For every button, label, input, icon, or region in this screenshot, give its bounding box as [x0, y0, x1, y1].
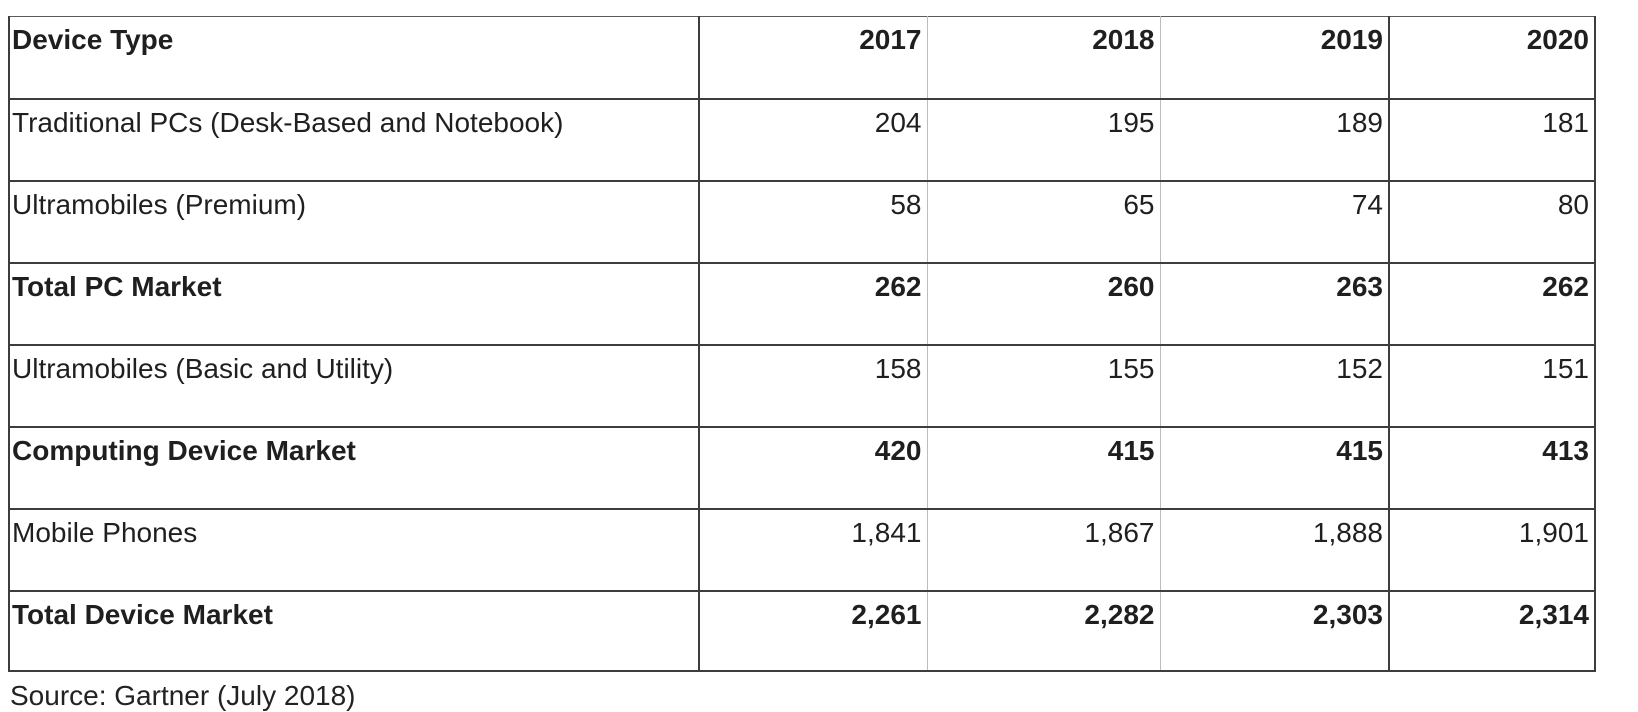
- table-row-ultramobiles-basic: Ultramobiles (Basic and Utility) 158 155…: [9, 344, 1595, 428]
- value-cell: 58: [699, 180, 928, 264]
- value-cell: 181: [1389, 98, 1595, 182]
- value-cell: 2,314: [1389, 590, 1595, 672]
- value-cell: 74: [1160, 180, 1390, 264]
- row-label: Total PC Market: [9, 262, 700, 346]
- value-cell: 420: [699, 426, 928, 510]
- table-row-traditional-pcs: Traditional PCs (Desk-Based and Notebook…: [9, 98, 1595, 182]
- table-row-total-pc-market: Total PC Market 262 260 263 262: [9, 262, 1595, 346]
- value-cell: 415: [927, 426, 1161, 510]
- value-cell: 1,867: [927, 508, 1161, 592]
- value-cell: 151: [1389, 344, 1595, 428]
- device-forecast-table: Device Type 2017 2018 2019 2020 Traditio…: [8, 16, 1596, 672]
- table-row-total-device-market: Total Device Market 2,261 2,282 2,303 2,…: [9, 590, 1595, 672]
- value-cell: 80: [1389, 180, 1595, 264]
- value-cell: 1,901: [1389, 508, 1595, 592]
- value-cell: 2,303: [1160, 590, 1390, 672]
- value-cell: 262: [1389, 262, 1595, 346]
- table-row-mobile-phones: Mobile Phones 1,841 1,867 1,888 1,901: [9, 508, 1595, 592]
- column-header-2017: 2017: [699, 16, 928, 100]
- table-row-ultramobiles-premium: Ultramobiles (Premium) 58 65 74 80: [9, 180, 1595, 264]
- value-cell: 263: [1160, 262, 1390, 346]
- column-header-device-type: Device Type: [9, 16, 700, 100]
- value-cell: 195: [927, 98, 1161, 182]
- row-label: Ultramobiles (Premium): [9, 180, 700, 264]
- column-header-2020: 2020: [1389, 16, 1595, 100]
- value-cell: 260: [927, 262, 1161, 346]
- table-row-computing-device-market: Computing Device Market 420 415 415 413: [9, 426, 1595, 510]
- value-cell: 262: [699, 262, 928, 346]
- table-header-row: Device Type 2017 2018 2019 2020: [9, 16, 1595, 100]
- value-cell: 189: [1160, 98, 1390, 182]
- value-cell: 1,841: [699, 508, 928, 592]
- row-label: Computing Device Market: [9, 426, 700, 510]
- row-label: Total Device Market: [9, 590, 700, 672]
- value-cell: 415: [1160, 426, 1390, 510]
- value-cell: 152: [1160, 344, 1390, 428]
- value-cell: 204: [699, 98, 928, 182]
- source-attribution: Source: Gartner (July 2018): [10, 680, 356, 711]
- value-cell: 158: [699, 344, 928, 428]
- value-cell: 2,261: [699, 590, 928, 672]
- value-cell: 2,282: [927, 590, 1161, 672]
- value-cell: 65: [927, 180, 1161, 264]
- column-header-2018: 2018: [927, 16, 1161, 100]
- value-cell: 413: [1389, 426, 1595, 510]
- value-cell: 1,888: [1160, 508, 1390, 592]
- row-label: Mobile Phones: [9, 508, 700, 592]
- row-label: Traditional PCs (Desk-Based and Notebook…: [9, 98, 700, 182]
- value-cell: 155: [927, 344, 1161, 428]
- row-label: Ultramobiles (Basic and Utility): [9, 344, 700, 428]
- column-header-2019: 2019: [1160, 16, 1390, 100]
